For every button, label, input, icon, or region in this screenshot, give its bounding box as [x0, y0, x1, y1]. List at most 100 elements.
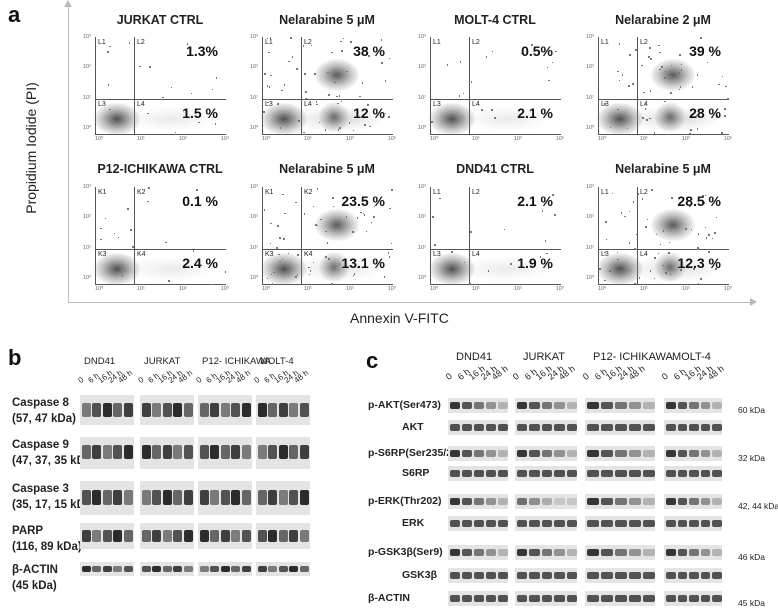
- event-dot: [340, 100, 343, 103]
- protein-band: [601, 402, 613, 409]
- event-dot: [324, 129, 327, 131]
- blot-strip: [664, 591, 722, 606]
- event-dot: [367, 104, 369, 106]
- event-dot: [541, 210, 544, 212]
- x-tick-label: 10⁰: [262, 136, 271, 142]
- protein-band: [462, 470, 472, 477]
- event-dot: [548, 79, 550, 82]
- event-dot: [383, 276, 386, 278]
- y-tick-label: 10¹: [586, 94, 594, 101]
- protein-band: [541, 549, 553, 556]
- protein-band: [498, 470, 508, 477]
- event-dot: [646, 218, 649, 221]
- protein-band: [601, 424, 613, 431]
- protein-band: [183, 530, 193, 542]
- x-tick-label: 10²: [681, 286, 690, 292]
- protein-band: [498, 498, 508, 505]
- protein-band: [566, 498, 577, 505]
- event-dot: [681, 200, 684, 203]
- event-dot: [186, 43, 189, 45]
- x-tick-label: 10¹: [303, 136, 312, 142]
- protein-band: [162, 403, 172, 417]
- blot-strip: [585, 398, 655, 413]
- event-dot: [605, 221, 607, 223]
- blot-strip: [448, 545, 508, 560]
- protein-band: [200, 530, 209, 542]
- event-dot: [190, 92, 193, 95]
- protein-band: [486, 402, 496, 409]
- protein-band: [474, 498, 484, 505]
- protein-band: [450, 402, 460, 409]
- event-dot: [104, 217, 107, 220]
- quadrant-label: K4: [304, 251, 313, 258]
- y-tick-label: 10⁰: [250, 274, 259, 281]
- blot-row-kda: (47, 37, 35 kDa): [12, 455, 96, 467]
- protein-band: [700, 402, 711, 409]
- quadrant-label: L3: [265, 101, 273, 108]
- event-dot: [368, 55, 370, 57]
- event-dot: [617, 258, 619, 261]
- x-tick-label: 10²: [513, 286, 522, 292]
- event-dot: [117, 236, 120, 239]
- protein-band: [450, 572, 460, 579]
- event-dot: [653, 277, 656, 280]
- x-tick-label: 10⁰: [598, 136, 607, 142]
- timepoint-label: 0: [194, 375, 204, 385]
- protein-band: [541, 450, 553, 457]
- protein-band: [486, 572, 496, 579]
- event-dot: [668, 241, 671, 244]
- protein-band: [474, 402, 484, 409]
- event-dot: [342, 37, 345, 40]
- quadrant-vline: [469, 37, 470, 134]
- protein-band: [474, 424, 484, 431]
- x-tick-label: 10¹: [639, 286, 648, 292]
- protein-band: [566, 549, 577, 556]
- blot-strip: [448, 591, 508, 606]
- event-dot: [680, 269, 682, 271]
- event-dot: [617, 70, 619, 73]
- protein-band: [220, 566, 230, 572]
- event-dot: [148, 187, 150, 189]
- event-dot: [700, 278, 702, 280]
- protein-band: [289, 566, 299, 572]
- panel-b-letter: b: [8, 345, 22, 370]
- event-dot: [277, 225, 279, 227]
- event-dot: [697, 282, 700, 285]
- blot-strip: [448, 516, 508, 531]
- event-dot: [373, 205, 376, 208]
- event-dot: [346, 70, 348, 73]
- event-dot: [214, 123, 217, 125]
- protein-band: [474, 450, 484, 457]
- flow-plot-title: Nelarabine 2 μM: [615, 13, 711, 27]
- event-dot: [696, 74, 699, 76]
- dot-cloud: [429, 103, 475, 135]
- event-dot: [632, 83, 634, 85]
- event-dot: [503, 228, 506, 231]
- event-dot: [664, 70, 667, 73]
- event-dot: [539, 256, 542, 258]
- protein-band: [700, 450, 711, 457]
- y-tick-label: 10³: [83, 34, 91, 40]
- event-dot: [111, 122, 114, 125]
- protein-band: [102, 530, 112, 542]
- event-dot: [388, 256, 391, 258]
- percent-lower-right: 12 %: [353, 105, 385, 121]
- protein-band: [498, 520, 508, 527]
- blot-strip: [664, 466, 722, 481]
- protein-band: [299, 530, 309, 542]
- protein-band: [554, 498, 565, 505]
- protein-band: [529, 424, 540, 431]
- event-dot: [651, 189, 653, 191]
- protein-band: [200, 445, 209, 459]
- event-dot: [273, 271, 275, 274]
- blot-row-label: ERK: [402, 517, 425, 529]
- event-dot: [100, 227, 102, 230]
- event-dot: [316, 103, 318, 106]
- protein-band: [462, 498, 472, 505]
- x-tick-label: 10³: [387, 286, 396, 292]
- quadrant-vline: [637, 187, 638, 284]
- protein-band: [498, 595, 508, 602]
- protein-band: [152, 566, 162, 572]
- percent-upper-right: 1.3%: [186, 43, 218, 59]
- protein-band: [162, 490, 172, 505]
